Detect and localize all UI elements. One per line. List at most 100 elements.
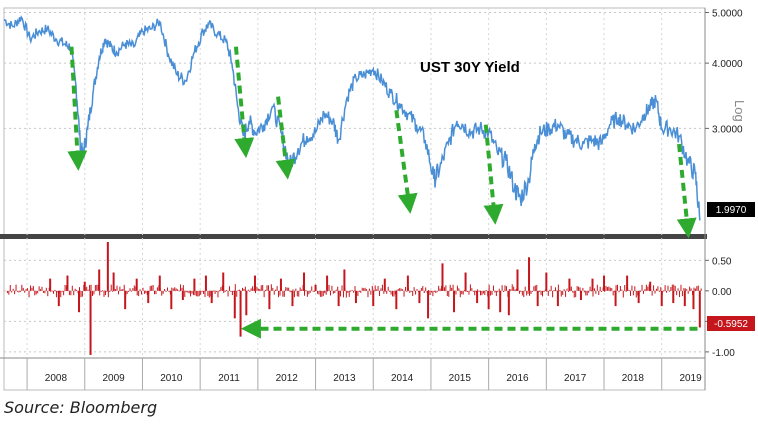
change-bar-minor (197, 290, 199, 297)
chart-frame (0, 7, 707, 391)
change-bar-minor (536, 284, 538, 291)
change-bar-minor (469, 284, 471, 291)
change-bar (516, 269, 519, 291)
change-bar-minor (598, 290, 600, 295)
change-bar-minor (244, 286, 246, 291)
change-bar-minor (97, 284, 99, 291)
change-bar-minor (68, 290, 70, 296)
change-bar-minor (184, 290, 186, 297)
change-bar-minor (329, 290, 331, 296)
change-bar-minor (583, 290, 585, 293)
change-bar (239, 290, 242, 337)
change-bar-minor (54, 289, 56, 291)
change-bar-minor (383, 290, 385, 294)
change-bar-minor (619, 285, 621, 291)
change-bar-minor (451, 287, 453, 291)
change-bar-minor (527, 290, 529, 294)
change-bar-minor (438, 285, 440, 291)
change-bar-minor (335, 289, 337, 291)
change-bar-minor (250, 288, 252, 291)
change-bar (453, 290, 456, 313)
change-bar-minor (9, 285, 11, 291)
change-bar-minor (87, 289, 89, 291)
change-bar-minor (458, 288, 460, 291)
change-bar-minor (550, 285, 552, 291)
change-bar-minor (102, 290, 104, 292)
change-bar-minor (673, 284, 675, 291)
change-bar-minor (291, 290, 293, 292)
change-bar-minor (12, 288, 14, 291)
change-bar-minor (141, 290, 143, 295)
change-bar-minor (647, 286, 649, 291)
change-bar-minor (60, 290, 62, 298)
change-bar-minor (354, 286, 356, 291)
change-bar-minor (276, 286, 278, 291)
change-bar (291, 290, 294, 307)
change-bar-minor (520, 290, 522, 292)
change-bar-minor (73, 290, 75, 296)
change-bar-minor (508, 288, 510, 291)
change-bar-minor (263, 290, 265, 298)
change-bar-minor (226, 289, 228, 291)
change-bar-minor (507, 290, 509, 297)
change-bar-minor (347, 290, 349, 293)
change-bar-minor (53, 290, 55, 294)
change-bar-minor (671, 284, 673, 291)
change-bar-minor (237, 289, 239, 291)
change-bar-minor (436, 290, 438, 293)
change-bar-minor (501, 285, 503, 291)
change-bar-minor (285, 287, 287, 291)
change-bar-minor (456, 285, 458, 291)
change-bar-minor (542, 290, 544, 297)
change-bar (314, 284, 317, 291)
change-bar-minor (123, 284, 125, 291)
change-bar-minor (220, 287, 222, 291)
change-bar-minor (592, 290, 594, 297)
change-bar-minor (229, 286, 231, 291)
change-bar-minor (107, 290, 109, 298)
change-bar (98, 269, 101, 291)
change-bar-minor (254, 290, 256, 294)
change-bar-minor (644, 289, 646, 291)
change-bar-minor (511, 284, 513, 291)
change-bar-minor (433, 290, 435, 292)
change-bar (147, 290, 150, 304)
change-bar-minor (70, 290, 72, 296)
change-bar-minor (218, 290, 220, 292)
change-bar-minor (172, 288, 174, 291)
change-bar-minor (585, 290, 587, 296)
change-bar-minor (162, 290, 164, 294)
change-bar (112, 272, 115, 291)
change-bar-minor (366, 289, 368, 291)
change-bar-minor (479, 290, 481, 296)
change-bar-minor (331, 285, 333, 291)
change-bar (528, 257, 531, 291)
change-bar-minor (350, 290, 352, 292)
change-bar (124, 290, 127, 310)
change-bar-minor (115, 289, 117, 291)
change-bar-minor (120, 289, 122, 291)
change-bar-minor (58, 290, 60, 294)
change-bar-minor (523, 290, 525, 298)
change-bar-minor (448, 290, 450, 297)
change-bar-minor (305, 290, 307, 292)
change-bar-minor (151, 285, 153, 291)
change-bar-minor (201, 290, 203, 292)
change-bar-minor (565, 290, 567, 297)
change-bar-minor (488, 284, 490, 291)
change-bar (637, 290, 640, 304)
change-bar (337, 290, 340, 307)
change-bar-minor (325, 290, 327, 295)
change-bar-minor (80, 290, 82, 298)
change-bar-minor (494, 290, 496, 293)
change-bar (499, 290, 502, 313)
change-bar-minor (156, 287, 158, 291)
change-bar-minor (190, 290, 192, 297)
change-bar-minor (149, 286, 151, 291)
change-bar-minor (168, 290, 170, 292)
change-bar (279, 278, 282, 291)
change-bar-minor (546, 290, 548, 292)
change-bar-minor (374, 285, 376, 291)
change-bar-minor (406, 290, 408, 292)
change-bar-minor (240, 290, 242, 296)
